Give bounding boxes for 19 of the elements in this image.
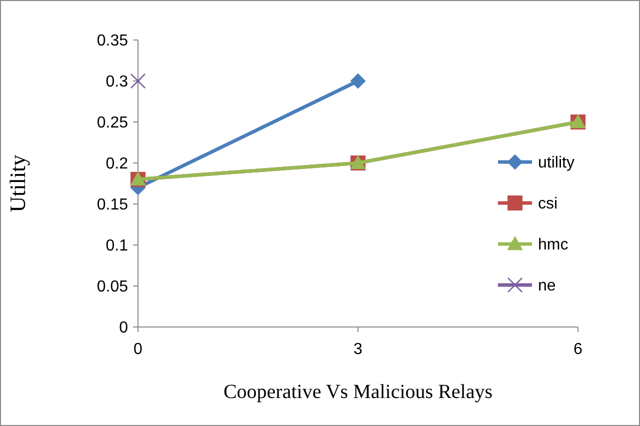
legend-label: utility: [538, 154, 574, 172]
y-tick-label: 0.15: [96, 196, 128, 214]
x-axis-title: Cooperative Vs Malicious Relays: [223, 381, 493, 403]
y-tick-label: 0.3: [106, 74, 128, 91]
x-tick-label: 3: [354, 341, 363, 358]
y-tick-label: 0.05: [96, 278, 128, 296]
y-tick-label: 0.1: [106, 238, 128, 255]
legend-label: ne: [538, 278, 556, 295]
x-tick-label: 0: [134, 341, 143, 358]
y-tick-label: 0.25: [96, 114, 128, 132]
y-axis-title: Utility: [5, 154, 30, 212]
point: [350, 74, 366, 88]
x-tick-label: 6: [574, 341, 583, 358]
y-tick-label: 0.35: [96, 32, 128, 50]
point: [130, 73, 146, 89]
y-tick-label: 0.2: [106, 156, 128, 173]
y-tick-label: 0: [119, 320, 128, 337]
legend-label: csi: [538, 196, 558, 213]
legend-label: hmc: [538, 236, 568, 254]
